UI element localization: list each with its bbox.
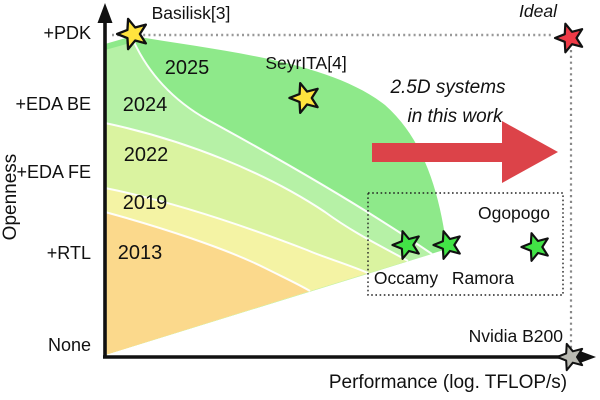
x-axis-arrow-icon bbox=[576, 349, 596, 365]
label-seyrita: SeyrITA[4] bbox=[265, 53, 346, 73]
tick-eda-fe: +EDA FE bbox=[16, 162, 91, 182]
band-2013 bbox=[105, 212, 310, 355]
performance-axis-label: Performance (log. TFLOP/s) bbox=[329, 372, 567, 393]
annotation-line1: 2.5D systems bbox=[389, 77, 506, 98]
year-label-2025: 2025 bbox=[165, 57, 210, 79]
year-label-2024: 2024 bbox=[123, 94, 168, 116]
label-nvidia-b200: Nvidia B200 bbox=[469, 326, 564, 346]
this-work-arrow-shaft bbox=[372, 143, 508, 162]
ideal-star-icon bbox=[550, 18, 589, 56]
tick-rtl: +RTL bbox=[47, 243, 91, 263]
tick-pdk: +PDK bbox=[43, 23, 91, 43]
band-separator-2024 bbox=[133, 41, 433, 255]
annotation-line2: in this work bbox=[407, 106, 504, 127]
tick-eda-be: +EDA BE bbox=[15, 94, 91, 114]
openness-axis-label: Openness bbox=[0, 154, 21, 241]
year-label-2013: 2013 bbox=[118, 242, 163, 264]
year-label-2019: 2019 bbox=[123, 192, 168, 214]
this-work-arrow-head bbox=[502, 121, 558, 183]
band-separator-2022 bbox=[104, 122, 409, 262]
ogopogo-star-icon bbox=[517, 227, 554, 264]
label-ogopogo: Ogopogo bbox=[478, 203, 550, 223]
this-work-dotted-box bbox=[367, 192, 564, 296]
y-axis-arrow-icon bbox=[97, 3, 113, 23]
label-basilisk: Basilisk[3] bbox=[152, 3, 231, 23]
label-occamy: Occamy bbox=[374, 268, 438, 288]
label-ideal: Ideal bbox=[519, 1, 558, 21]
band-separator-2019 bbox=[104, 187, 369, 274]
tick-none: None bbox=[48, 335, 91, 355]
band-separator-2013 bbox=[104, 211, 311, 292]
label-ramora: Ramora bbox=[452, 268, 515, 288]
year-label-2022: 2022 bbox=[124, 144, 169, 166]
